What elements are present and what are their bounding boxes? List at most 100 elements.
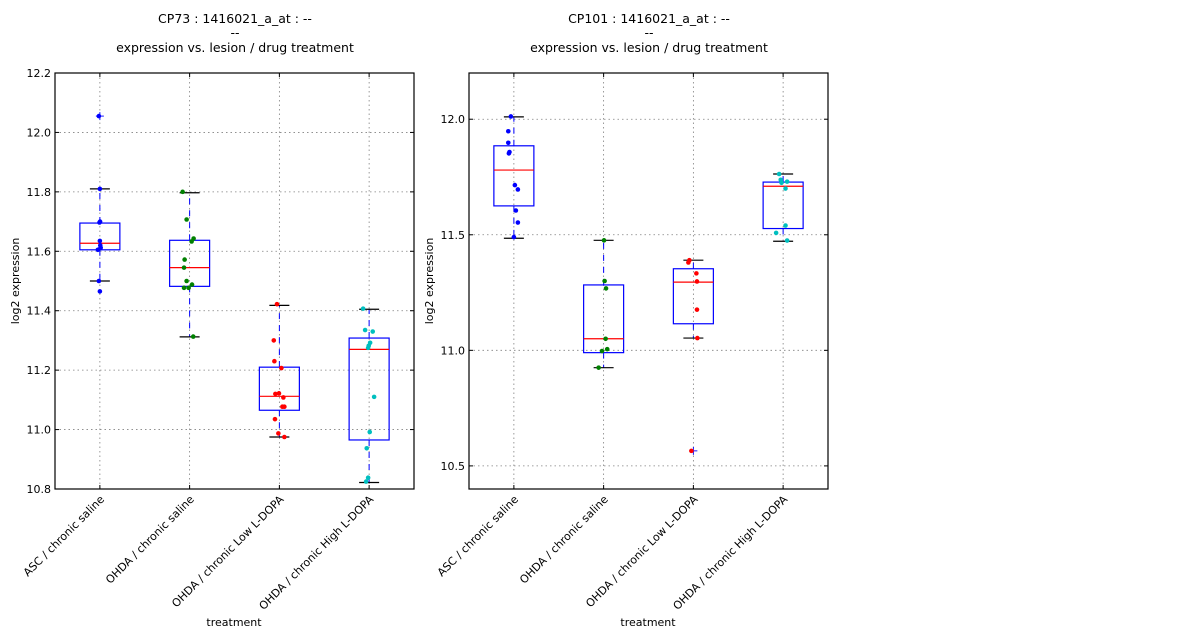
data-point: [689, 448, 694, 454]
data-point: [186, 285, 191, 291]
data-point: [96, 113, 102, 119]
box-iqr: [672, 268, 714, 325]
chart-cp73: CP73 : 1416021_a_at : -- -- expression v…: [9, 11, 415, 629]
box-group: [348, 306, 390, 484]
data-point: [783, 223, 788, 228]
y-tick-label: 11.0: [441, 344, 466, 357]
data-point: [695, 335, 700, 341]
data-point: [776, 171, 782, 177]
y-tick-label: 11.4: [27, 305, 52, 318]
data-point: [274, 301, 280, 307]
data-point: [512, 182, 518, 188]
chart-title-line-1: CP73 : 1416021_a_at : --: [158, 11, 312, 26]
data-point: [694, 279, 700, 284]
data-point: [511, 234, 517, 240]
data-point: [601, 238, 607, 243]
data-point: [371, 394, 377, 400]
y-tick-label: 11.6: [27, 245, 52, 258]
y-tick-label: 11.2: [27, 364, 52, 377]
y-tick-label: 10.5: [441, 460, 466, 473]
data-point: [363, 479, 369, 484]
data-point: [365, 475, 371, 481]
data-point: [779, 180, 784, 186]
data-point: [97, 219, 103, 224]
data-point: [97, 289, 103, 294]
data-point: [370, 329, 376, 334]
box-iqr: [493, 145, 535, 207]
data-point: [784, 179, 790, 184]
x-tick-label: OHDA / chronic saline: [103, 493, 197, 587]
box-iqr: [348, 337, 390, 441]
chart-cp101: CP101 : 1416021_a_at : -- -- expression …: [423, 11, 829, 629]
data-point: [181, 285, 187, 291]
data-point: [273, 391, 278, 397]
data-point: [505, 128, 511, 134]
data-point: [271, 338, 277, 343]
box-group: [583, 238, 625, 370]
plot-frame: [468, 72, 829, 490]
data-point: [596, 365, 601, 370]
box-group: [493, 114, 535, 240]
box-group: [169, 189, 211, 339]
x-tick-label: ASC / chronic saline: [435, 493, 521, 579]
data-point: [96, 278, 102, 284]
data-point: [279, 365, 284, 371]
data-point: [282, 434, 287, 440]
data-point: [599, 348, 605, 354]
data-point: [276, 391, 282, 396]
box-group: [672, 257, 714, 455]
box-iqr: [583, 284, 625, 354]
data-point: [272, 358, 277, 364]
data-point: [182, 257, 187, 262]
data-point: [602, 278, 607, 284]
chart-title-line-2: --: [644, 25, 653, 40]
data-point: [603, 286, 609, 291]
data-point: [783, 186, 788, 191]
y-tick-label: 12.0: [441, 113, 466, 126]
chart-title-line-3: expression vs. lesion / drug treatment: [116, 40, 354, 55]
x-axis-label: treatment: [620, 616, 676, 629]
data-point: [282, 404, 287, 409]
data-point: [367, 429, 373, 435]
plot-frame: [54, 72, 415, 490]
data-point: [773, 230, 779, 236]
data-point: [97, 246, 103, 251]
data-point: [603, 336, 608, 342]
data-point: [694, 271, 699, 276]
data-point: [364, 445, 370, 451]
data-point: [515, 220, 521, 225]
y-tick-label: 11.5: [441, 229, 466, 242]
data-point: [686, 260, 691, 265]
y-axis-label: log2 expression: [423, 238, 436, 325]
data-point: [365, 345, 371, 351]
data-point: [181, 265, 187, 270]
x-tick-label: OHDA / chronic saline: [517, 493, 611, 587]
data-point: [515, 187, 521, 192]
data-point: [97, 186, 103, 192]
data-point: [360, 306, 366, 311]
data-point: [180, 189, 185, 195]
data-point: [784, 238, 790, 243]
box-group: [762, 171, 804, 243]
y-tick-label: 10.8: [27, 483, 52, 496]
y-tick-label: 11.0: [27, 424, 52, 437]
chart-title-line-1: CP101 : 1416021_a_at : --: [568, 11, 730, 26]
y-tick-label: 12.2: [27, 67, 52, 80]
data-point: [191, 236, 196, 241]
data-point: [184, 217, 189, 222]
x-tick-label: ASC / chronic saline: [21, 493, 107, 579]
y-tick-label: 11.8: [27, 186, 52, 199]
data-point: [97, 238, 103, 244]
data-point: [506, 151, 512, 156]
data-point: [505, 140, 511, 146]
box-group: [258, 301, 300, 440]
data-point: [513, 208, 519, 213]
chart-title-line-3: expression vs. lesion / drug treatment: [530, 40, 768, 55]
data-point: [272, 416, 278, 422]
chart-title-line-2: --: [230, 25, 239, 40]
data-point: [362, 327, 368, 333]
y-tick-label: 12.0: [27, 126, 52, 139]
y-axis-label: log2 expression: [9, 238, 22, 325]
data-point: [508, 114, 514, 119]
